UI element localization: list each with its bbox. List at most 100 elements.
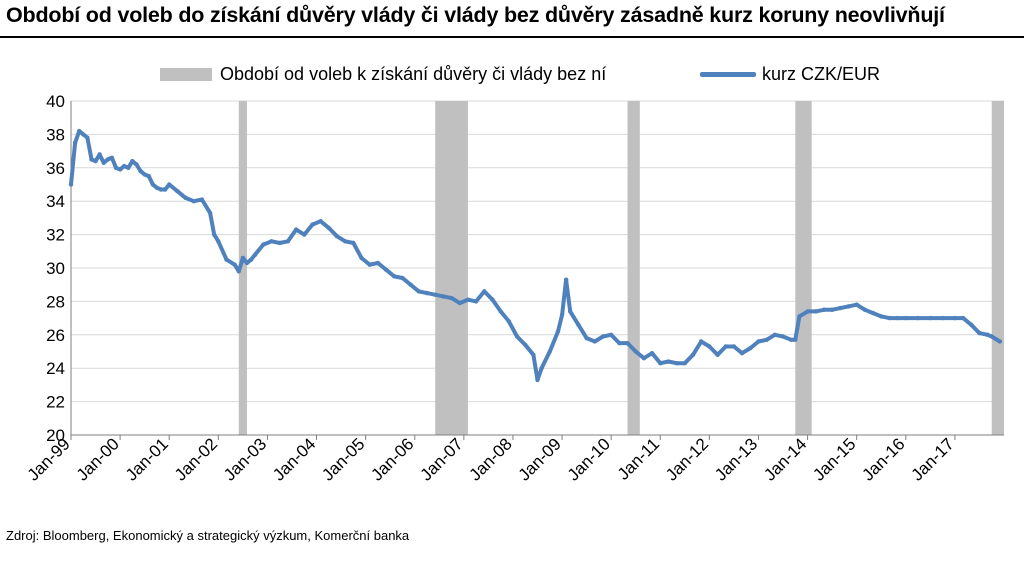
y-tick-label: 28 bbox=[46, 292, 65, 311]
data-point bbox=[212, 232, 217, 237]
data-point bbox=[780, 334, 786, 339]
data-point bbox=[416, 289, 422, 294]
data-point bbox=[985, 332, 990, 337]
election-band bbox=[795, 101, 812, 435]
data-point bbox=[506, 319, 512, 324]
data-point bbox=[952, 315, 958, 321]
x-tick-label: Jan-09 bbox=[515, 434, 565, 484]
data-point bbox=[764, 337, 769, 343]
data-point bbox=[608, 332, 614, 337]
data-point bbox=[989, 334, 994, 339]
data-point bbox=[674, 360, 679, 366]
data-point bbox=[81, 132, 86, 137]
data-point bbox=[641, 355, 647, 361]
data-point bbox=[862, 307, 868, 312]
data-point bbox=[731, 344, 737, 349]
data-point bbox=[915, 315, 921, 321]
data-point bbox=[400, 275, 405, 281]
data-point bbox=[359, 255, 364, 261]
chart-title: Období od voleb do získání důvěry vlády … bbox=[6, 3, 945, 27]
data-point bbox=[293, 227, 299, 232]
data-point bbox=[879, 314, 884, 319]
data-point bbox=[928, 315, 933, 321]
data-point bbox=[854, 302, 859, 307]
data-point bbox=[150, 182, 156, 187]
data-point bbox=[887, 315, 892, 321]
data-point bbox=[93, 158, 98, 164]
data-point bbox=[183, 195, 188, 201]
data-point bbox=[167, 182, 172, 187]
data-point bbox=[232, 262, 237, 267]
y-tick-label: 36 bbox=[46, 159, 65, 178]
data-point bbox=[207, 210, 213, 216]
data-point bbox=[85, 135, 90, 140]
y-tick-label: 22 bbox=[46, 393, 65, 412]
legend-item-line: kurz CZK/EUR bbox=[700, 64, 880, 85]
data-point bbox=[473, 299, 479, 304]
data-point bbox=[191, 199, 196, 204]
data-point bbox=[658, 360, 663, 366]
data-point bbox=[105, 157, 111, 162]
data-point bbox=[940, 315, 945, 321]
data-point bbox=[175, 188, 180, 194]
data-point bbox=[625, 340, 630, 346]
data-point bbox=[698, 339, 704, 344]
data-point bbox=[334, 234, 340, 239]
data-point bbox=[829, 307, 835, 312]
data-point bbox=[109, 155, 115, 160]
data-point bbox=[535, 377, 540, 383]
data-point bbox=[482, 289, 487, 294]
data-point bbox=[310, 222, 315, 227]
x-tick-label: Jan-01 bbox=[122, 434, 172, 484]
data-point bbox=[367, 262, 372, 267]
y-tick-label: 24 bbox=[46, 359, 65, 378]
data-point bbox=[375, 260, 381, 266]
data-point bbox=[342, 239, 348, 244]
data-point bbox=[162, 187, 168, 192]
data-point bbox=[555, 329, 561, 334]
data-point bbox=[514, 334, 520, 339]
data-point bbox=[126, 165, 131, 170]
election-band bbox=[991, 101, 1004, 435]
legend-item-bands: Období od voleb k získání důvěry či vlád… bbox=[160, 64, 606, 85]
chart-legend: Období od voleb k získání důvěry či vlád… bbox=[0, 64, 1024, 84]
data-point bbox=[592, 339, 597, 344]
data-point bbox=[649, 350, 655, 356]
data-point bbox=[134, 162, 139, 167]
data-point bbox=[138, 168, 143, 174]
x-tick-label: Jan-05 bbox=[318, 434, 368, 484]
x-tick-label: Jan-13 bbox=[711, 434, 761, 484]
data-point bbox=[248, 257, 254, 262]
data-point bbox=[277, 240, 282, 246]
data-point bbox=[576, 322, 581, 327]
data-point bbox=[617, 340, 622, 346]
data-point bbox=[563, 277, 569, 282]
data-point bbox=[846, 304, 851, 309]
data-point bbox=[793, 337, 798, 343]
x-tick-label: Jan-11 bbox=[614, 434, 663, 483]
data-point bbox=[903, 315, 908, 321]
x-tick-label: Jan-04 bbox=[269, 434, 319, 484]
data-point bbox=[772, 332, 778, 337]
data-point bbox=[392, 274, 397, 279]
series-line-czk-eur bbox=[69, 129, 1002, 382]
x-tick-label: Jan-02 bbox=[171, 434, 221, 484]
data-point bbox=[739, 350, 745, 356]
data-point bbox=[895, 315, 900, 321]
x-tick-label: Jan-16 bbox=[858, 434, 908, 484]
data-point bbox=[821, 307, 827, 312]
data-point bbox=[113, 165, 119, 170]
data-point bbox=[269, 239, 274, 244]
data-point bbox=[969, 322, 974, 327]
data-point bbox=[633, 349, 638, 354]
chart-plot: 2022242628303234363840Jan-99Jan-00Jan-01… bbox=[24, 92, 1004, 485]
data-point bbox=[838, 305, 843, 311]
data-point bbox=[715, 352, 720, 358]
data-point bbox=[97, 152, 102, 157]
data-point bbox=[723, 344, 728, 349]
data-point bbox=[318, 219, 323, 224]
data-point bbox=[870, 310, 876, 316]
data-point bbox=[142, 172, 147, 177]
data-point bbox=[568, 309, 573, 314]
data-point bbox=[68, 182, 74, 187]
